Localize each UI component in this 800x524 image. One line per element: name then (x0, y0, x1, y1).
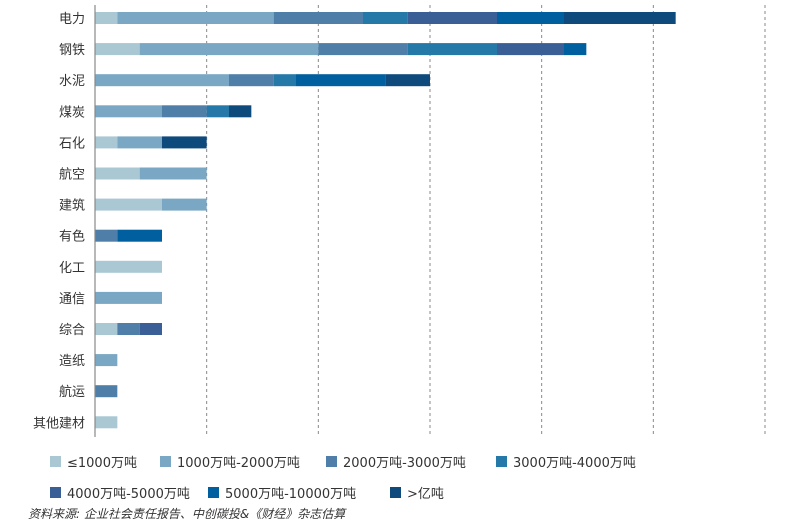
bar-segment (407, 43, 497, 56)
bar-segment (497, 43, 564, 56)
category-label: 通信 (59, 292, 85, 307)
category-label: 石化 (59, 136, 85, 151)
bar-segment (273, 12, 363, 24)
category-label: 其他建材 (33, 416, 85, 431)
bar-segment (95, 43, 140, 56)
bar-segment (117, 229, 162, 242)
legend-item: 4000万吨-5000万吨 (50, 483, 190, 502)
bar-segment (385, 74, 430, 87)
bar-segment (229, 105, 252, 118)
category-label: 航运 (59, 384, 85, 400)
category-label: 有色 (59, 229, 85, 245)
bar-segment (564, 43, 587, 56)
bar-segment (162, 136, 207, 149)
category-label: 造纸 (59, 354, 85, 369)
bar-segment (95, 105, 162, 118)
legend-swatch (390, 487, 401, 498)
legend-swatch (208, 487, 219, 498)
bar-segment (95, 136, 118, 149)
bar-segment (363, 12, 408, 24)
bar-segment (95, 354, 118, 367)
category-label: 电力 (59, 12, 85, 27)
bar-segment (296, 74, 386, 87)
bar-segment (95, 323, 118, 335)
bar-segment (95, 291, 162, 304)
legend-item: >亿吨 (390, 483, 444, 502)
source-note: 资料来源: 企业社会责任报告、中创碳投&《财经》杂志估算 (28, 507, 346, 521)
category-label: 煤炭 (59, 105, 85, 120)
bar-segment (139, 323, 162, 335)
bar-segment (95, 385, 118, 398)
legend-item: 1000万吨-2000万吨 (160, 452, 300, 471)
legend-label: 2000万吨-3000万吨 (343, 456, 466, 471)
legend-label: >亿吨 (407, 487, 444, 502)
legend-item: ≤1000万吨 (50, 452, 137, 471)
bar-segment (95, 198, 162, 211)
legend-swatch (326, 456, 337, 467)
bar-segment (162, 105, 207, 118)
bar-segment (117, 12, 274, 24)
bar-segment (318, 43, 408, 56)
legend-item: 2000万吨-3000万吨 (326, 452, 466, 471)
bar-segment (95, 167, 140, 180)
bar-segment (564, 12, 676, 24)
legend-label: 1000万吨-2000万吨 (177, 456, 300, 471)
legend-swatch (50, 487, 61, 498)
legend-swatch (50, 456, 61, 467)
bar-segment (162, 198, 207, 211)
bar-segment (229, 74, 274, 87)
legend-swatch (160, 456, 171, 467)
category-label: 水泥 (59, 74, 85, 89)
bar-segment (117, 136, 162, 149)
legend-label: 4000万吨-5000万吨 (67, 487, 190, 502)
bar-segment (273, 74, 296, 87)
bar-segment (95, 260, 162, 273)
category-label: 钢铁 (59, 43, 85, 58)
category-label: 建筑 (59, 198, 85, 214)
bar-segment (95, 74, 229, 87)
category-label: 航空 (59, 167, 85, 183)
legend-label: 5000万吨-10000万吨 (225, 487, 357, 502)
bar-segment (95, 416, 118, 429)
bar-segment (117, 323, 140, 335)
bar-segment (407, 12, 497, 24)
bar-segment (497, 12, 564, 24)
category-label: 综合 (59, 323, 85, 338)
bar-segment (206, 105, 229, 118)
legend-swatch (496, 456, 507, 467)
legend-label: ≤1000万吨 (67, 456, 137, 471)
category-label: 化工 (59, 261, 85, 276)
legend-item: 3000万吨-4000万吨 (496, 452, 636, 471)
legend-item: 5000万吨-10000万吨 (208, 483, 356, 502)
bar-segment (95, 229, 118, 242)
bar-segment (139, 43, 319, 56)
bar-segment (139, 167, 207, 180)
bar-segment (95, 12, 118, 24)
legend-label: 3000万吨-4000万吨 (513, 456, 636, 471)
